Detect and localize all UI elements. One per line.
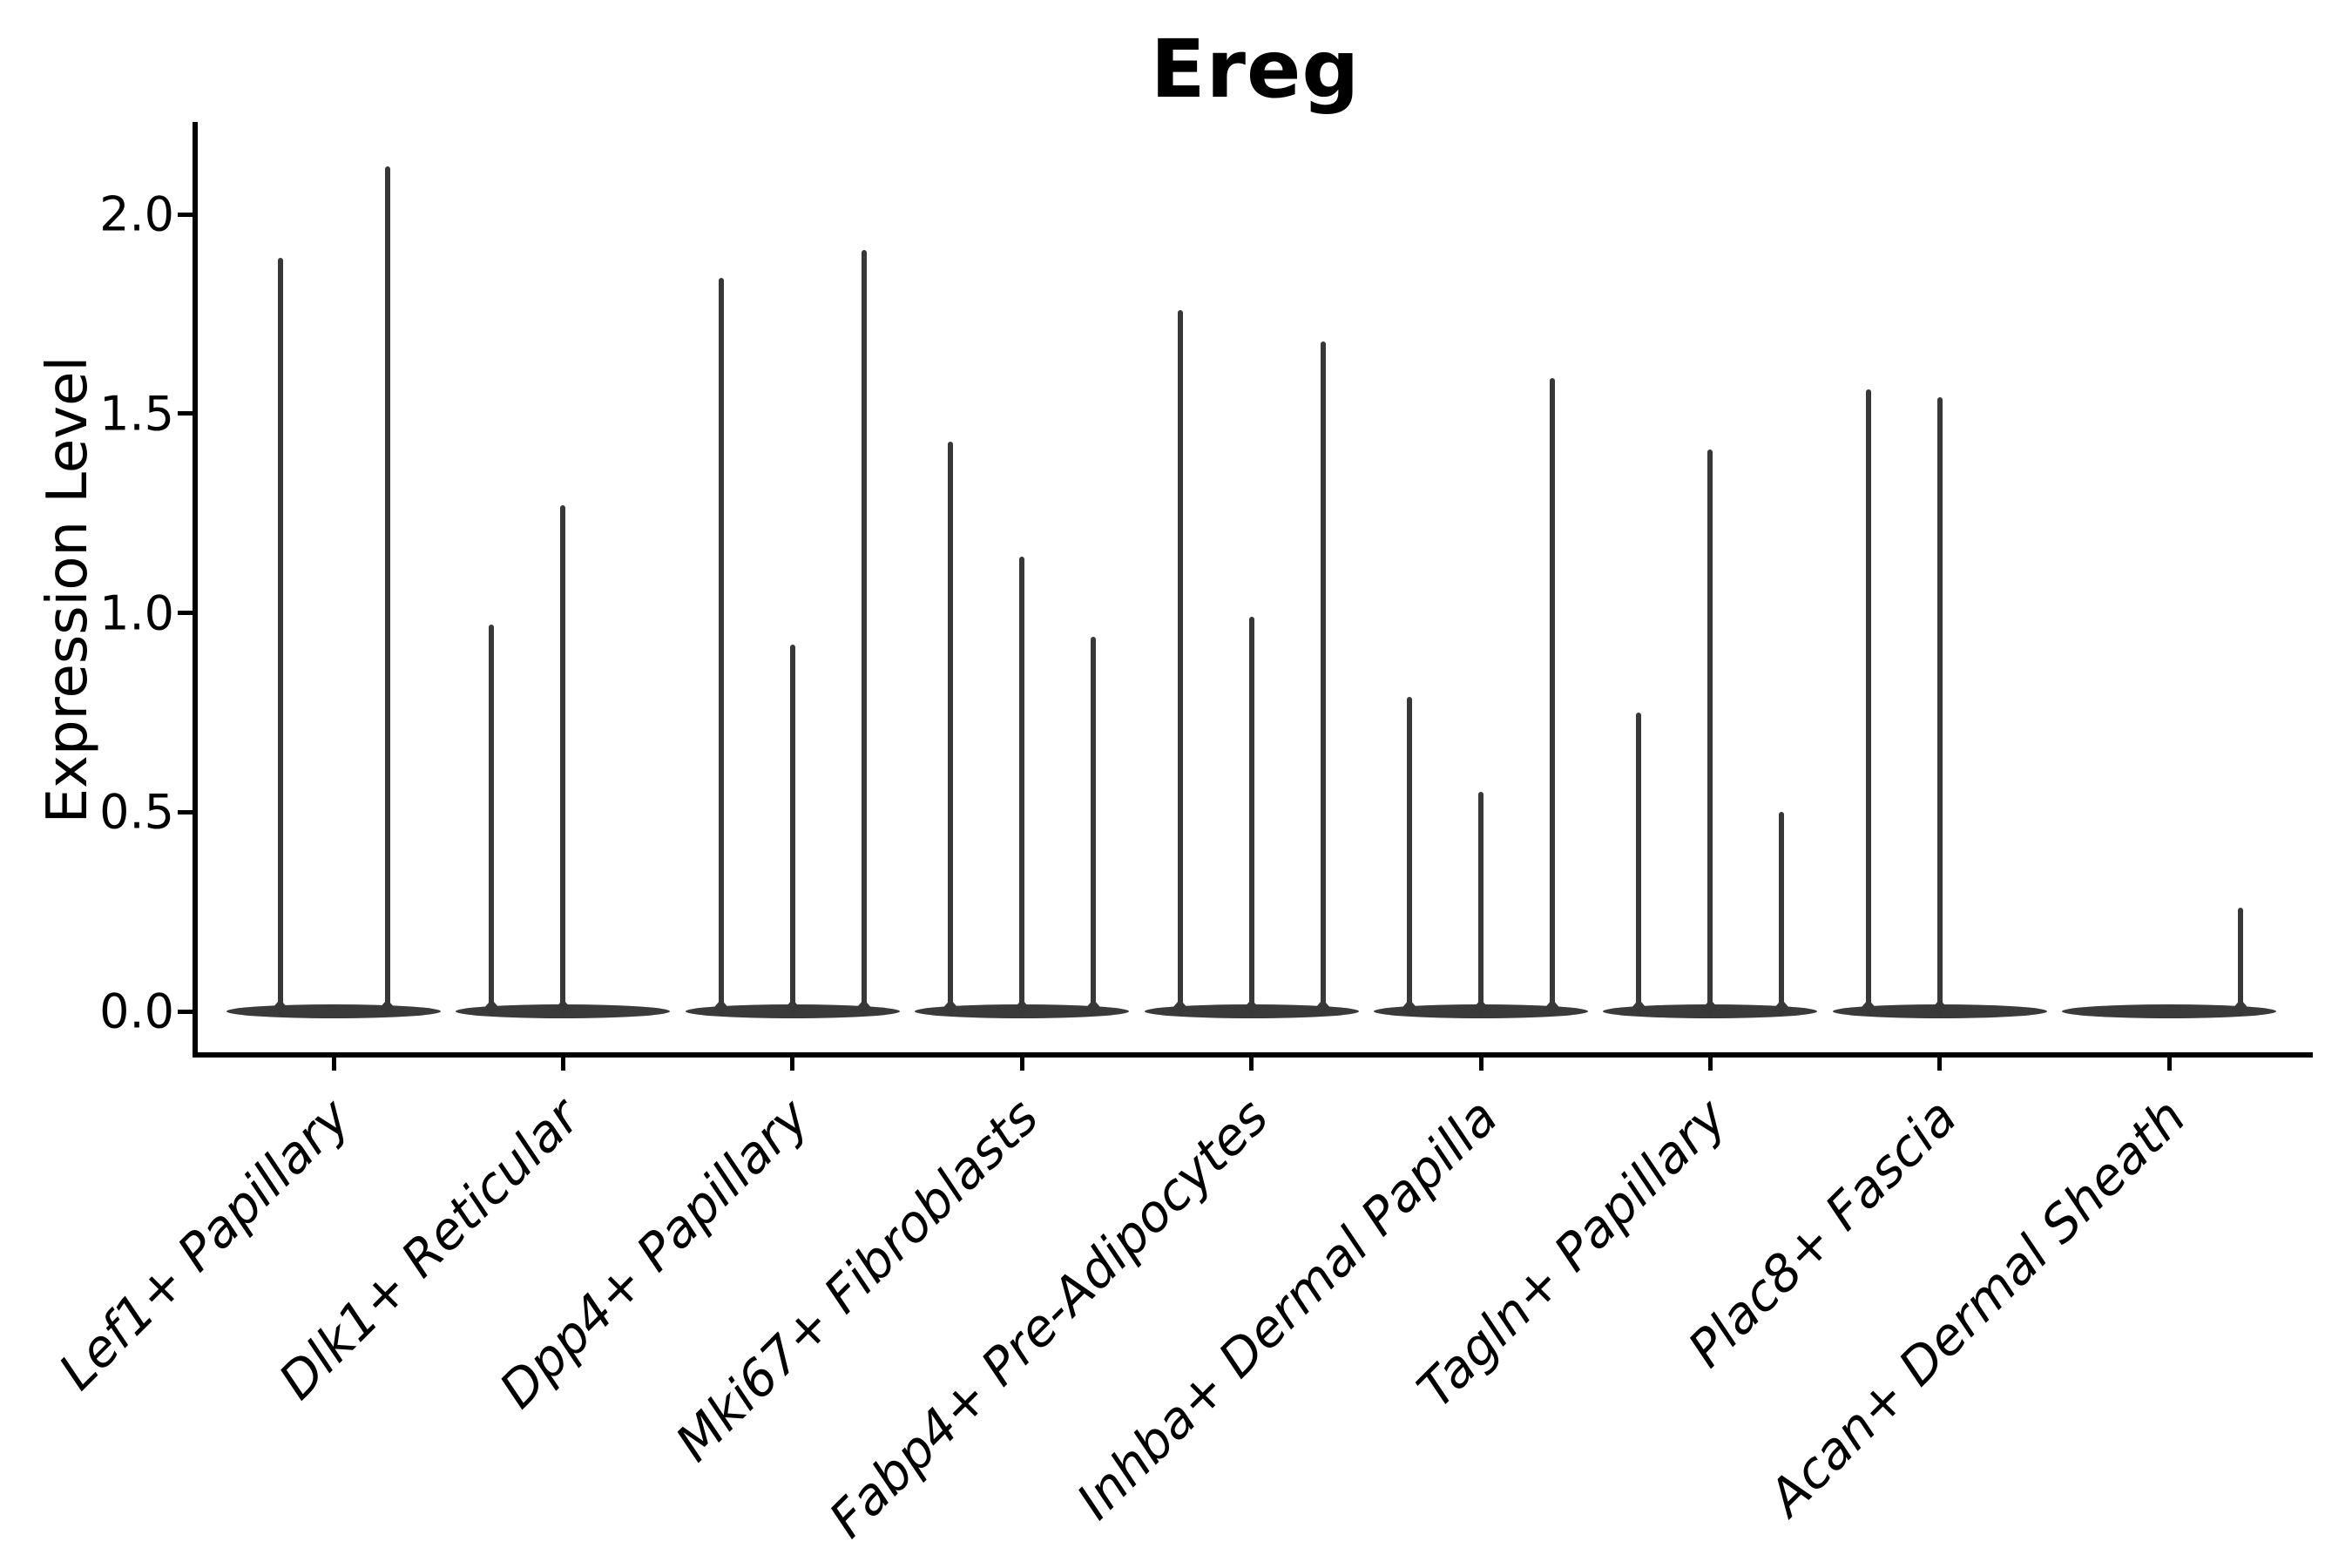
violin-spike (789, 645, 795, 1016)
violin-spike (861, 250, 867, 1016)
x-tick (1249, 1058, 1254, 1071)
x-axis-spine (193, 1052, 2313, 1058)
violin-spike (1478, 792, 1484, 1016)
x-tick (1478, 1058, 1484, 1071)
x-tick (331, 1058, 336, 1071)
violin-spike (1320, 341, 1326, 1016)
x-tick (1937, 1058, 1943, 1071)
violin-base (226, 1004, 441, 1018)
violin-spike (1091, 636, 1097, 1016)
violin-spike (384, 166, 390, 1016)
violin-spike (1019, 557, 1025, 1016)
y-tick-label: 0.0 (99, 983, 174, 1039)
violin-spike (1407, 696, 1412, 1016)
violin-spike (718, 278, 724, 1016)
x-axis-tick-label: Fabp4+ Pre-Adipocytes (817, 1087, 1280, 1550)
violin-spike (1177, 309, 1183, 1016)
x-tick (560, 1058, 565, 1071)
violin-spike (1248, 617, 1254, 1016)
violin-base (2062, 1004, 2277, 1018)
x-tick (1707, 1058, 1713, 1071)
violin-spike (560, 504, 566, 1016)
violin-spike (1936, 397, 1943, 1016)
y-axis-spine (193, 122, 198, 1058)
violin-spike (1779, 812, 1785, 1016)
x-axis-tick-label: Acan+ Dermal Sheath (1757, 1087, 2198, 1527)
x-tick (1019, 1058, 1024, 1071)
y-tick-label: 0.5 (99, 784, 174, 840)
y-tick (178, 611, 193, 615)
y-tick (178, 1009, 193, 1014)
y-tick (178, 212, 193, 217)
y-tick-label: 1.0 (99, 585, 174, 640)
violin-spike (1865, 389, 1871, 1016)
x-tick (790, 1058, 795, 1071)
y-tick (178, 809, 193, 814)
y-tick (178, 411, 193, 416)
violin-spike (489, 625, 495, 1016)
plot-title: Ereg (1150, 23, 1361, 116)
x-tick (2166, 1058, 2172, 1071)
violin-spike (1707, 449, 1713, 1016)
violin-spike (2238, 908, 2244, 1016)
x-axis-tick-label: Inhba+ Dermal Papilla (1064, 1087, 1510, 1531)
violin-spike (1636, 712, 1642, 1016)
violin-spike (948, 441, 954, 1016)
y-tick-label: 2.0 (99, 186, 174, 242)
y-tick-label: 1.5 (99, 386, 174, 442)
violin-spike (1550, 377, 1555, 1016)
violin-spike (277, 258, 283, 1016)
